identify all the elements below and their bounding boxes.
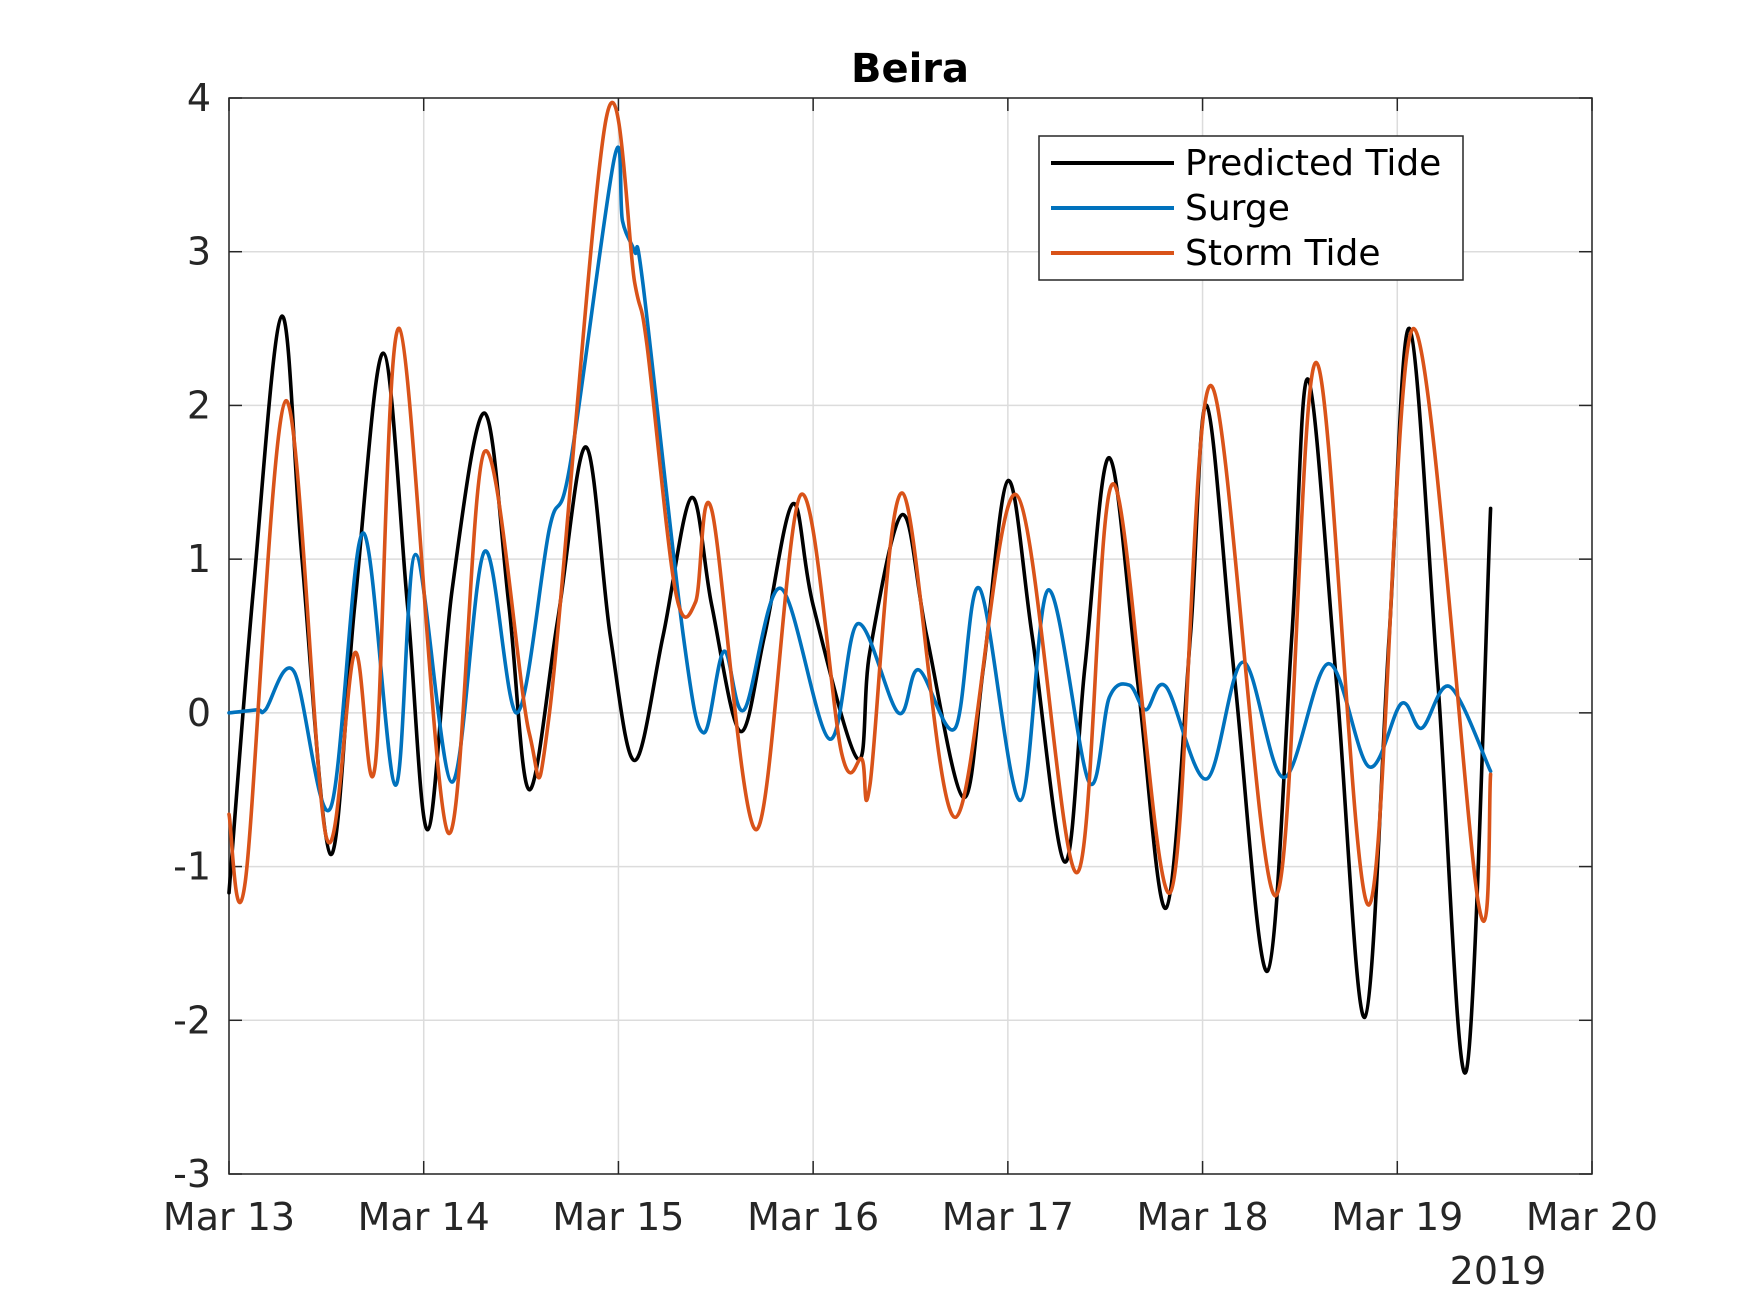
y-tick-label: 0 — [187, 691, 211, 735]
chart-title: Beira — [851, 46, 969, 92]
y-tick-label: -1 — [173, 845, 211, 889]
legend-label-storm-tide: Storm Tide — [1185, 233, 1381, 274]
x-tick-label: Mar 20 — [1526, 1195, 1658, 1239]
tick-labels: Mar 13 Mar 14 Mar 15 Mar 16 Mar 17 Mar 18 Mar … — [163, 76, 1658, 1239]
axes — [228, 97, 1593, 1175]
x-tick-label: Mar 15 — [552, 1195, 684, 1239]
y-tick-label: 1 — [187, 537, 211, 581]
x-tick-label: Mar 17 — [942, 1195, 1074, 1239]
series-line-storm-tide — [227, 100, 1493, 923]
x-tick-label: Mar 13 — [163, 1195, 295, 1239]
x-axis-year-label: 2019 — [1450, 1249, 1547, 1293]
series-line-surge — [227, 145, 1493, 813]
y-tick-label: 4 — [187, 76, 211, 120]
x-tick-label: Mar 19 — [1331, 1195, 1463, 1239]
legend-label-surge: Surge — [1185, 188, 1290, 229]
y-tick-label: -2 — [173, 998, 211, 1042]
x-tick-label: Mar 16 — [747, 1195, 879, 1239]
y-tick-label: 3 — [187, 230, 211, 274]
y-tick-label: 2 — [187, 383, 211, 427]
axes-box — [228, 97, 1593, 1175]
x-tick-label: Mar 14 — [358, 1195, 490, 1239]
series-lines — [227, 100, 1493, 1075]
legend-label-predicted-tide: Predicted Tide — [1185, 143, 1441, 184]
x-tick-label: Mar 18 — [1137, 1195, 1269, 1239]
y-tick-label: -3 — [173, 1152, 211, 1196]
